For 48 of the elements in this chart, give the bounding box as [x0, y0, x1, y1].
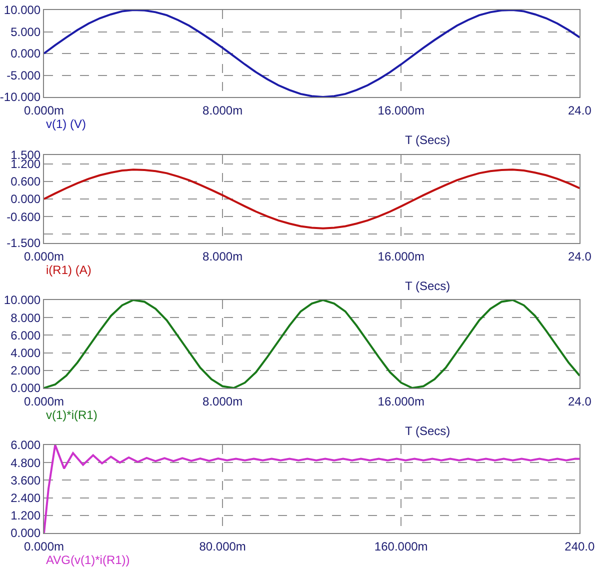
- x-tick-label: 8.000m: [202, 249, 243, 264]
- x-axis-title: T (Secs): [405, 279, 450, 293]
- y-tick-label: 8.000: [10, 310, 41, 325]
- x-tick-label: 0.000m: [24, 249, 64, 264]
- x-tick-label: 160.000m: [374, 539, 428, 554]
- series-label: v(1)*i(R1): [46, 408, 98, 422]
- y-tick-label: 0.000: [10, 192, 41, 206]
- text: v(1) (V): [46, 117, 86, 131]
- y-tick-label: 10.000: [4, 3, 41, 18]
- y-tick-label: 6.000: [10, 438, 41, 452]
- x-tick-label: 16.000m: [378, 249, 424, 264]
- x-axis-title: T (Secs): [405, 424, 450, 438]
- y-tick-label: 0.000: [10, 381, 41, 396]
- y-tick-label: -1.500: [6, 236, 41, 250]
- x-axis-title: T (Secs): [405, 133, 450, 147]
- text: i(R1) (A): [46, 263, 92, 277]
- y-tick-label: 2.000: [10, 364, 41, 378]
- y-tick-label: -0.600: [6, 210, 41, 224]
- y-tick-label: -10.000: [0, 90, 41, 104]
- y-tick-label: 0.600: [10, 174, 41, 189]
- x-tick-label: 16.000m: [378, 394, 424, 408]
- y-tick-label: 2.400: [10, 491, 41, 505]
- y-tick-label: 1.200: [10, 508, 41, 523]
- y-tick-label: 4.800: [10, 456, 41, 470]
- y-tick-label: 0.000: [10, 526, 41, 540]
- y-tick-label: 0.000: [10, 46, 41, 61]
- x-tick-label: 24.0: [568, 249, 592, 264]
- series-label: AVG(v(1)*i(R1)): [46, 553, 130, 567]
- x-tick-label: 80.000m: [199, 539, 246, 554]
- x-tick-label: 24.0: [568, 394, 592, 408]
- x-tick-label: 240.0: [564, 539, 596, 554]
- x-tick-label: 0.000m: [24, 539, 64, 554]
- line-series: [44, 445, 580, 533]
- line-series: [44, 300, 580, 388]
- y-tick-label: 3.600: [10, 473, 41, 488]
- y-tick-label: 4.000: [10, 346, 41, 360]
- x-tick-label: 0.000m: [24, 394, 64, 408]
- y-tick-label: 6.000: [10, 328, 41, 342]
- y-tick-label: 5.000: [10, 24, 41, 39]
- y-tick-label: -5.000: [6, 68, 41, 82]
- line-series: [44, 168, 580, 230]
- line-series: [44, 10, 580, 97]
- x-tick-label: 24.0: [568, 103, 592, 118]
- x-tick-label: 16.000m: [378, 103, 424, 118]
- x-tick-label: 8.000m: [202, 103, 243, 118]
- x-tick-label: 8.000m: [202, 394, 243, 408]
- x-tick-label: 0.000m: [24, 103, 64, 118]
- y-tick-label: 10.000: [4, 293, 41, 308]
